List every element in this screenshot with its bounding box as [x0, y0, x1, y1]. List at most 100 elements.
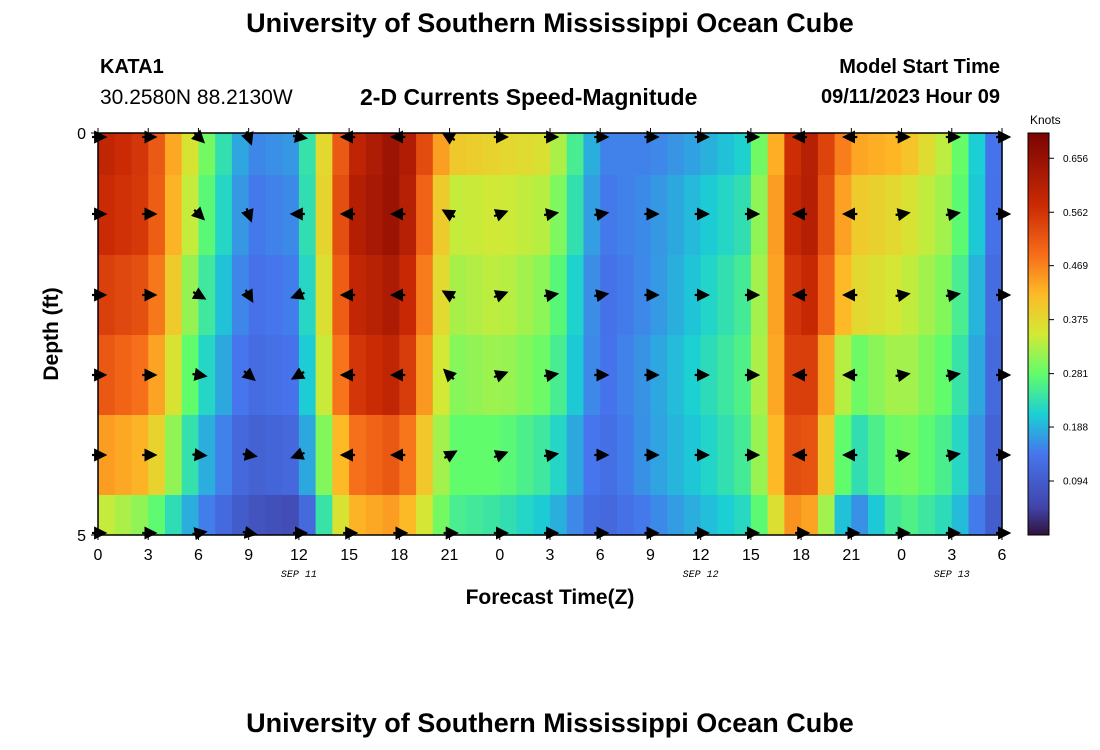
current-arrow [241, 288, 254, 304]
heatmap-cell [683, 255, 702, 335]
heatmap-cell [683, 175, 702, 255]
heatmap-cell [516, 133, 534, 175]
heatmap-cell [750, 133, 769, 175]
heatmap-cell [801, 175, 819, 255]
x-tick-label: 21 [441, 547, 459, 564]
x-tick-label: 0 [897, 547, 906, 564]
model-start-label: Model Start Time [839, 56, 1000, 78]
x-tick-label: 18 [390, 547, 408, 564]
heatmap-cell [516, 495, 534, 535]
current-arrow [192, 448, 208, 462]
heatmap-cell [349, 335, 367, 415]
heatmap-cell [533, 255, 551, 335]
heatmap-cell [181, 133, 200, 175]
heatmap-cell [734, 255, 752, 335]
heatmap-cell [315, 175, 333, 255]
heatmap-cell [767, 495, 785, 535]
current-arrow [493, 370, 509, 383]
heatmap-cell [198, 255, 216, 335]
heatmap-cell [667, 175, 685, 255]
heatmap-cell [717, 133, 735, 175]
heatmap-cell [114, 495, 133, 535]
current-arrow [191, 129, 206, 144]
current-arrow [242, 525, 258, 539]
x-tick-label: 3 [546, 547, 555, 564]
heatmap-cell [935, 175, 953, 255]
heatmap-cell [583, 415, 601, 495]
heatmap-cell [349, 495, 367, 535]
heatmap-cell [131, 133, 149, 175]
heatmap-cell [968, 175, 986, 255]
heatmap-cell [282, 495, 300, 535]
heatmap-cell [683, 133, 702, 175]
heatmap-cell [282, 335, 300, 415]
heatmap-cell [432, 255, 451, 335]
heatmap-cell [248, 495, 267, 535]
heatmap-cell [114, 255, 133, 335]
heatmap-cell [566, 175, 585, 255]
current-arrow [895, 289, 911, 303]
heatmap-cell [416, 175, 434, 255]
heatmap-cell [533, 133, 551, 175]
heatmap-cell [131, 415, 149, 495]
heatmap-cell [516, 255, 534, 335]
station-coordinates: 30.2580N 88.2130W [100, 86, 293, 109]
heatmap-cell [349, 255, 367, 335]
heatmap-cell [516, 335, 534, 415]
x-tick-label: 3 [947, 547, 956, 564]
heatmap-cell [248, 335, 267, 415]
current-arrow [543, 289, 560, 303]
heatmap-cell [583, 175, 601, 255]
heatmap-cell [215, 175, 233, 255]
heatmap-cell [365, 495, 384, 535]
heatmap-cell [918, 335, 936, 415]
x-tick-label: 3 [144, 547, 153, 564]
current-arrow [442, 450, 458, 463]
heatmap-cell [550, 133, 568, 175]
page-title: University of Southern Mississippi Ocean… [246, 8, 854, 38]
current-arrow [192, 367, 208, 381]
heatmap-cell [968, 495, 986, 535]
heatmap-cell [265, 415, 283, 495]
heatmap-cell [315, 335, 333, 415]
heatmap-cell [298, 495, 317, 535]
heatmap-cell [181, 335, 200, 415]
heatmap-cell [399, 495, 417, 535]
heatmap-cell [298, 133, 317, 175]
x-tick-label: 15 [340, 547, 358, 564]
heatmap-cell [767, 335, 785, 415]
heatmap-cell [918, 175, 936, 255]
date-label: SEP 13 [934, 570, 970, 581]
heatmap-cell [483, 495, 501, 535]
heatmap-cell [365, 133, 384, 175]
heatmap-cell [868, 175, 886, 255]
heatmap-cell [181, 495, 200, 535]
heatmap-cell [667, 133, 685, 175]
heatmap-cell [332, 495, 350, 535]
heatmap-cell [382, 133, 400, 175]
heatmap-cell [951, 133, 970, 175]
heatmap-cell [399, 415, 417, 495]
heatmap-cell [851, 255, 869, 335]
heatmap-cell [533, 175, 551, 255]
current-arrow [292, 129, 309, 143]
heatmap-cell [499, 175, 518, 255]
heatmap-cell [583, 133, 601, 175]
heatmap-cell [399, 255, 417, 335]
heatmap-cell [382, 495, 400, 535]
heatmap-cell [633, 495, 652, 535]
heatmap-cell [466, 255, 484, 335]
heatmap-cell [851, 495, 869, 535]
heatmap-cell [600, 133, 618, 175]
current-arrow [191, 206, 206, 221]
x-tick-label: 9 [244, 547, 253, 564]
heatmap-cell [533, 495, 551, 535]
heatmap-cell [315, 255, 333, 335]
heatmap-cell [817, 495, 836, 535]
heatmap-cell [968, 133, 986, 175]
heatmap-cell [616, 133, 635, 175]
heatmap-cell [298, 175, 317, 255]
heatmap-cell [483, 175, 501, 255]
heatmap-cell [566, 335, 585, 415]
